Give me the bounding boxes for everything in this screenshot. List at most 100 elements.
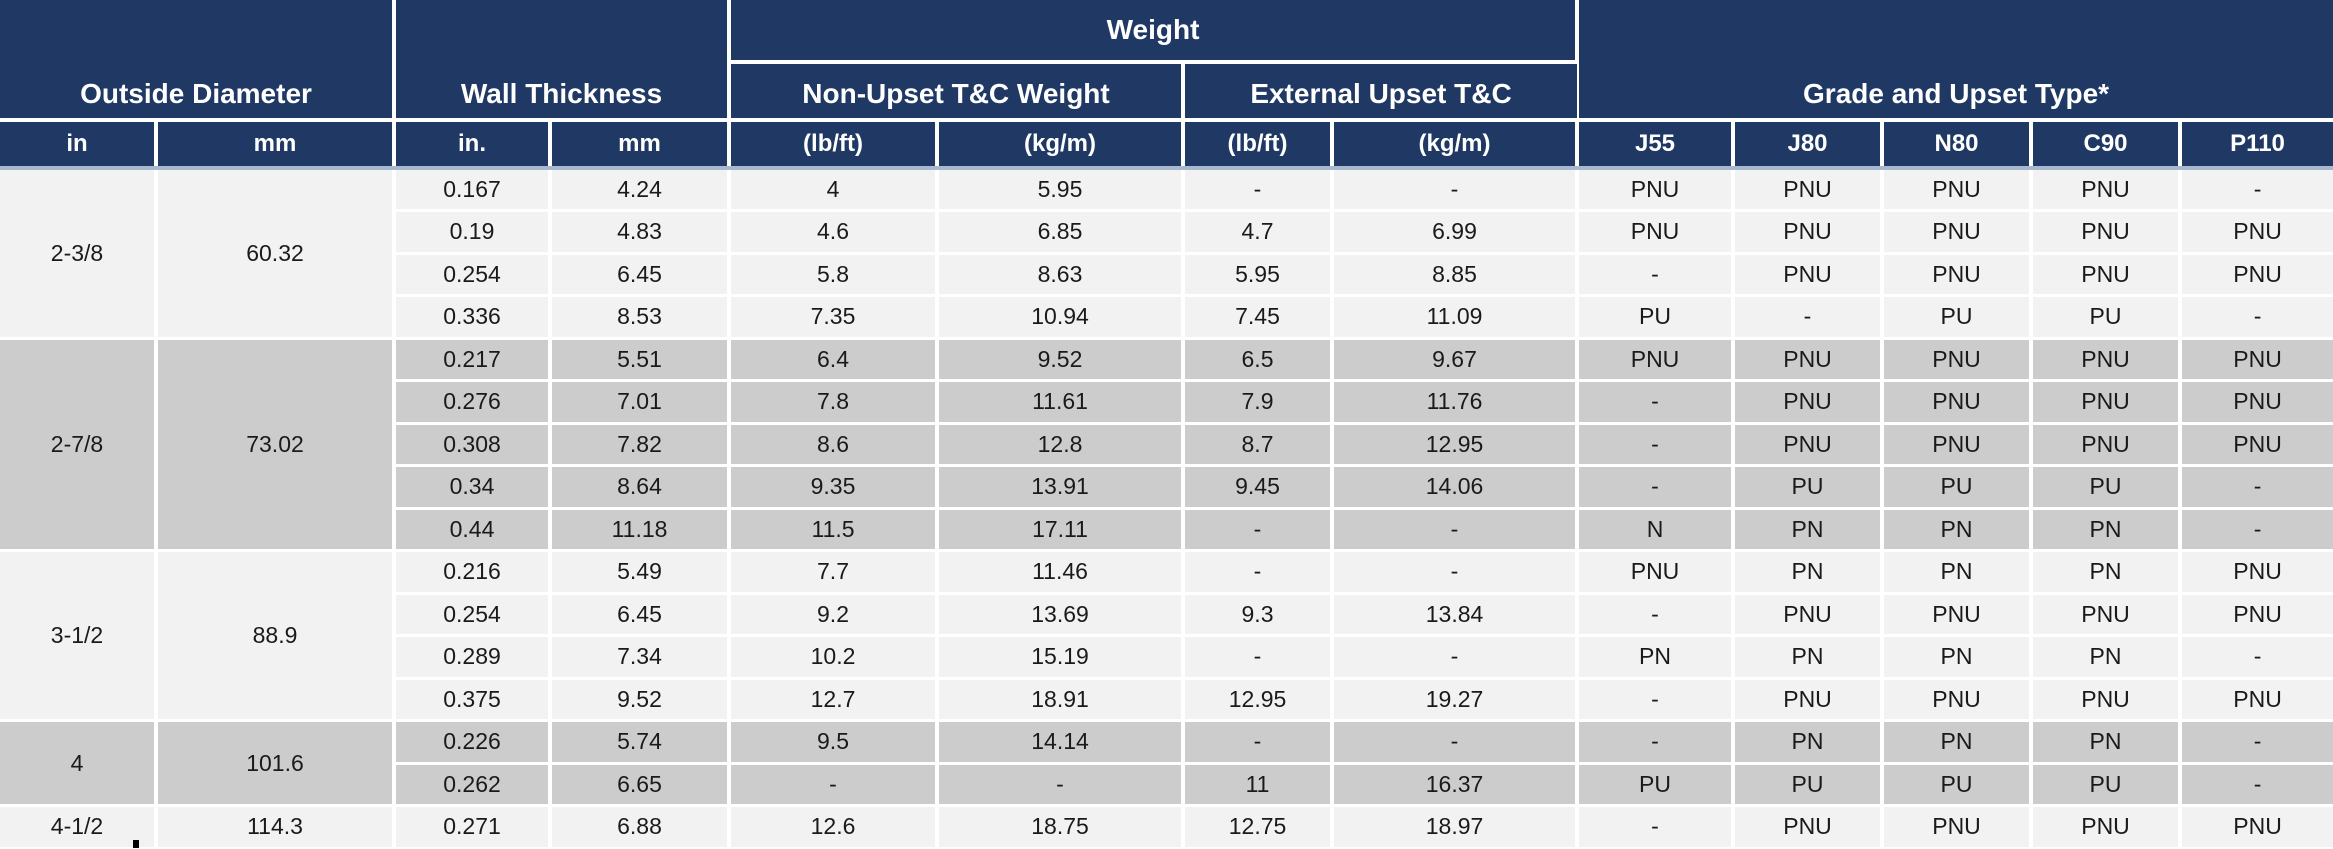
data-cell: 6.99	[1332, 210, 1580, 255]
data-cell: -	[2180, 720, 2333, 765]
table-row: 0.262 6.65- -11 16.37 PU PU PU PU -	[0, 763, 2333, 807]
data-cell: PNU	[2031, 678, 2183, 722]
data-cell: PNU	[1882, 805, 2034, 849]
data-cell: PNU	[2031, 423, 2183, 467]
table-row: 4-1/2 114.3 0.271 6.88 12.6 18.75 12.75 18.97- P…	[0, 805, 2333, 849]
od-in-cell: 2-3/8	[0, 168, 158, 340]
data-cell: 0.336	[394, 295, 553, 340]
data-cell: -	[2180, 295, 2333, 340]
data-cell: 11	[1183, 763, 1335, 807]
unit-wt-in: in.	[394, 120, 553, 170]
data-cell: 8.7	[1183, 423, 1335, 467]
data-cell: -	[937, 763, 1186, 807]
data-cell: PNU	[2180, 380, 2333, 425]
data-cell: 4.83	[550, 210, 732, 255]
data-cell: N	[1577, 508, 1736, 552]
data-cell: 0.289	[394, 635, 553, 680]
data-cell: -	[1577, 593, 1736, 637]
data-cell: PU	[2031, 763, 2183, 807]
data-cell: -	[2180, 508, 2333, 552]
header-row-sub: Non-Upset T&C Weight External Upset T&C	[0, 62, 2333, 122]
data-cell: -	[1332, 720, 1580, 765]
data-cell: 18.75	[937, 805, 1186, 849]
data-cell: 0.271	[394, 805, 553, 849]
unit-nu-lbft: (lb/ft)	[729, 120, 940, 170]
unit-nu-kgm: (kg/m)	[937, 120, 1186, 170]
data-cell: 11.5	[729, 508, 940, 552]
data-cell: 11.18	[550, 508, 732, 552]
data-cell: PN	[1733, 550, 1885, 595]
data-cell: 7.35	[729, 295, 940, 340]
data-cell: 9.5	[729, 720, 940, 765]
data-cell: 7.45	[1183, 295, 1335, 340]
table-row: 0.375 9.52 12.7 18.91 12.95 19.27- PNU PNU PNU PN…	[0, 678, 2333, 722]
data-cell: 0.308	[394, 423, 553, 467]
data-cell: 9.45	[1183, 465, 1335, 510]
data-cell: PNU	[1577, 168, 1736, 212]
data-cell: PNU	[1577, 550, 1736, 595]
data-cell: 0.262	[394, 763, 553, 807]
data-cell: 13.84	[1332, 593, 1580, 637]
data-cell: 6.45	[550, 593, 732, 637]
data-cell: PNU	[1882, 423, 2034, 467]
data-cell: 7.9	[1183, 380, 1335, 425]
table-header: Outside Diameter Wall Thickness Weight G…	[0, 0, 2333, 170]
data-cell: PNU	[1733, 805, 1885, 849]
data-cell: PU	[1733, 465, 1885, 510]
data-cell: PN	[1882, 550, 2034, 595]
data-cell: 9.3	[1183, 593, 1335, 637]
data-cell: 19.27	[1332, 678, 1580, 722]
data-cell: PU	[1882, 763, 2034, 807]
data-cell: PN	[1733, 720, 1885, 765]
data-cell: PN	[1882, 508, 2034, 552]
od-in-cell: 4	[0, 720, 158, 807]
unit-eu-kgm: (kg/m)	[1332, 120, 1580, 170]
data-cell: PNU	[1733, 168, 1885, 212]
data-cell: 12.95	[1332, 423, 1580, 467]
data-cell: 0.19	[394, 210, 553, 255]
data-cell: 17.11	[937, 508, 1186, 552]
unit-od-mm: mm	[156, 120, 397, 170]
data-cell: PU	[1577, 763, 1736, 807]
data-cell: -	[729, 763, 940, 807]
data-cell: PNU	[2180, 805, 2333, 849]
data-cell: PNU	[1733, 423, 1885, 467]
data-cell: -	[2180, 168, 2333, 212]
data-cell: PNU	[1577, 338, 1736, 382]
data-cell: -	[1332, 168, 1580, 212]
data-cell: 9.52	[937, 338, 1186, 382]
data-cell: PNU	[2180, 678, 2333, 722]
data-cell: 4	[729, 168, 940, 212]
data-cell: 8.6	[729, 423, 940, 467]
data-cell: PNU	[2031, 593, 2183, 637]
data-cell: 5.49	[550, 550, 732, 595]
data-cell: 13.69	[937, 593, 1186, 637]
external-upset-header: External Upset T&C	[1183, 62, 1578, 122]
header-row-units: in mm in. mm (lb/ft) (kg/m) (lb/ft) (kg/…	[0, 120, 2333, 170]
od-in-cell: 2-7/8	[0, 338, 158, 552]
data-cell: PNU	[2031, 253, 2183, 297]
data-cell: PNU	[1733, 380, 1885, 425]
data-cell: PNU	[1733, 678, 1885, 722]
od-mm-cell: 60.32	[156, 168, 397, 340]
od-mm-cell: 73.02	[156, 338, 397, 552]
data-cell: PNU	[1733, 338, 1885, 382]
data-cell: 7.7	[729, 550, 940, 595]
table-row: 0.254 6.45 9.2 13.69 9.3 13.84- PNU PNU PNU PNU	[0, 593, 2333, 637]
grade-column-c90: C90	[2031, 120, 2183, 170]
data-cell: PN	[1577, 635, 1736, 680]
data-cell: 7.8	[729, 380, 940, 425]
data-cell: PN	[1733, 508, 1885, 552]
data-cell: 0.44	[394, 508, 553, 552]
data-cell: -	[1577, 423, 1736, 467]
data-cell: PU	[1577, 295, 1736, 340]
data-cell: 0.226	[394, 720, 553, 765]
data-cell: -	[1183, 168, 1335, 212]
data-cell: PN	[1882, 720, 2034, 765]
od-mm-cell: 88.9	[156, 550, 397, 722]
data-cell: PU	[1882, 295, 2034, 340]
unit-wt-mm: mm	[550, 120, 732, 170]
data-cell: 0.276	[394, 380, 553, 425]
data-cell: PU	[1882, 465, 2034, 510]
grade-column-p110: P110	[2180, 120, 2333, 170]
